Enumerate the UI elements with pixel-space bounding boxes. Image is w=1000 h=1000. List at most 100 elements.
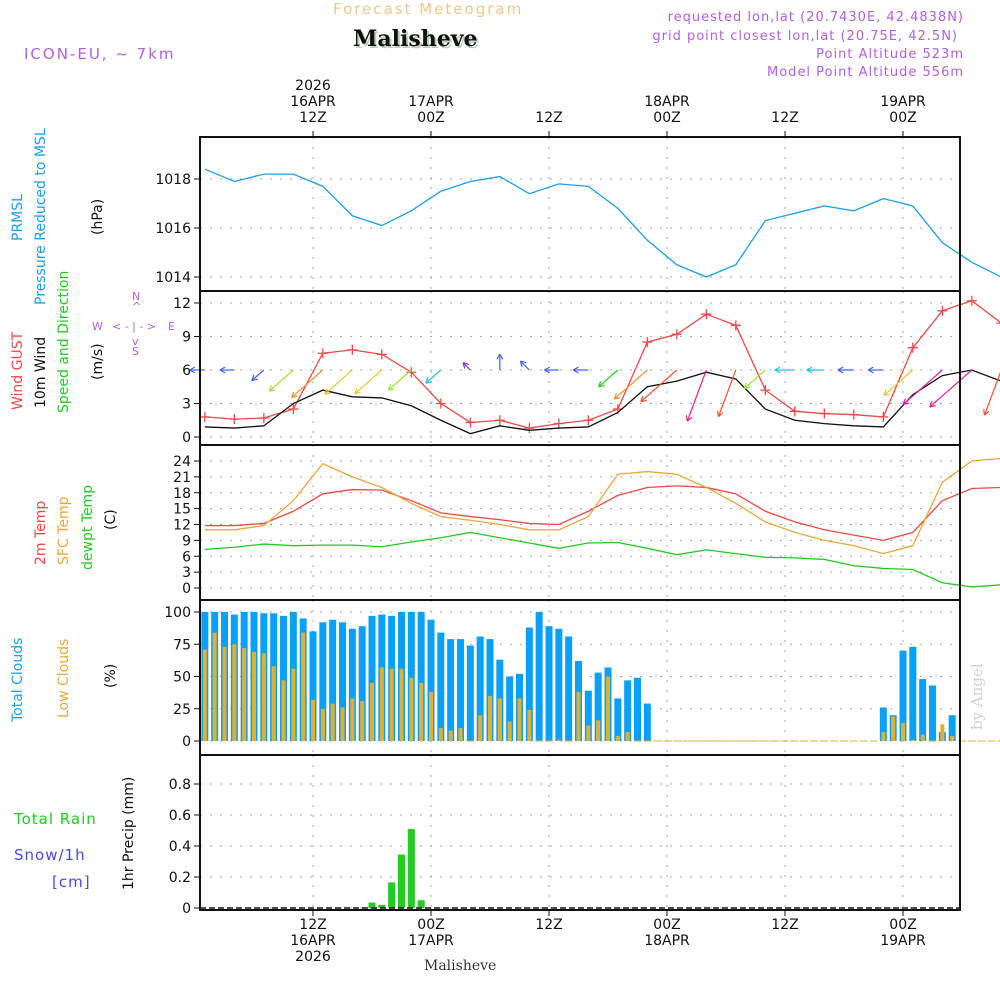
bar-total-clouds xyxy=(929,685,936,741)
wind-arrow xyxy=(425,369,442,384)
bar-total-clouds xyxy=(309,631,317,741)
bar-low-clouds xyxy=(950,735,955,741)
bar-low-clouds xyxy=(330,703,335,741)
wind-arrow-head xyxy=(883,389,891,396)
y-tick-label: 6 xyxy=(182,549,191,565)
y-tick-label: 21 xyxy=(173,470,191,486)
bar-low-clouds xyxy=(212,632,217,741)
bar-low-clouds xyxy=(497,698,502,741)
y-tick-label: 1016 xyxy=(155,221,191,237)
y-tick-label: 24 xyxy=(173,454,191,470)
bar-low-clouds xyxy=(920,734,925,741)
bar-low-clouds xyxy=(901,722,905,741)
bar-total-clouds xyxy=(535,612,543,741)
bar-total-clouds xyxy=(899,650,907,741)
wind-arrow xyxy=(268,369,294,392)
bar-total-clouds xyxy=(565,636,573,741)
bar-total-clouds xyxy=(506,676,514,741)
wind-arrow xyxy=(354,369,383,395)
bar-low-clouds xyxy=(507,721,512,741)
wind-arrow xyxy=(743,369,766,389)
bar-low-clouds xyxy=(222,646,227,741)
gust-marker xyxy=(701,309,712,320)
top-axis-label: 2026 16APR 12Z xyxy=(290,78,336,126)
bar-total-clouds xyxy=(476,636,484,741)
y-tick-label: 0 xyxy=(182,901,191,917)
wind-arrow-head xyxy=(519,360,527,367)
gust-marker xyxy=(199,411,210,422)
wind-arrow xyxy=(291,369,324,398)
wind-arrow xyxy=(983,371,1000,416)
bar-total-clouds xyxy=(339,622,346,741)
wind-arrow xyxy=(929,369,973,408)
y-tick-label: 1018 xyxy=(155,172,191,188)
gust-marker xyxy=(288,404,299,415)
gust-marker xyxy=(494,415,505,426)
bar-total-clouds xyxy=(584,690,592,741)
bar-total-clouds xyxy=(358,626,366,741)
bar-total-clouds xyxy=(329,619,337,741)
top-axis-label: 17APR 00Z xyxy=(408,94,454,126)
bottom-axis-label: 12Z xyxy=(771,917,799,933)
wind-arrow-head xyxy=(902,398,910,405)
requested-coords: requested lon,lat (20.7430E, 42.4838N) xyxy=(667,10,964,25)
bar-low-clouds xyxy=(261,653,266,741)
bar-low-clouds xyxy=(320,708,325,741)
wind-arrow-head xyxy=(189,366,196,374)
point-altitude: Point Altitude 523m xyxy=(816,47,964,62)
bar-low-clouds xyxy=(448,730,453,741)
model-point-altitude: Model Point Altitude 556m xyxy=(767,65,964,80)
series-line-prmsl xyxy=(204,168,1000,278)
wind-arrow xyxy=(462,362,471,371)
y-tick-label: 0 xyxy=(182,430,191,446)
y-tick-label: 100 xyxy=(164,605,191,621)
compass-n: N xyxy=(132,290,141,303)
bar-low-clouds xyxy=(360,701,365,741)
bar-total-clouds xyxy=(447,639,455,741)
wind-arrow-head xyxy=(544,366,550,374)
wind-arrow-head xyxy=(387,384,395,391)
gust-marker xyxy=(435,398,446,409)
wind-arrow-head xyxy=(598,381,605,388)
bar-total-clouds xyxy=(545,626,553,741)
bar-low-clouds xyxy=(389,668,394,741)
bar-low-clouds xyxy=(281,680,286,741)
panel-frame xyxy=(199,444,961,601)
gust-marker xyxy=(730,320,741,331)
wind-arrow xyxy=(613,369,648,400)
bar-low-clouds xyxy=(881,731,886,741)
gust-marker xyxy=(937,305,948,316)
bottom-axis-label: 00Z 19APR xyxy=(880,917,926,949)
wind-arrow xyxy=(251,369,265,382)
panel-frame xyxy=(199,754,961,911)
y-tick-label: 0.6 xyxy=(169,808,191,824)
wind-arrow xyxy=(519,360,530,371)
bar-total-clouds xyxy=(319,622,327,741)
wind-arrow-head xyxy=(291,391,298,399)
bar-low-clouds xyxy=(940,724,945,741)
bar-total-clouds xyxy=(594,672,602,741)
y-tick-label: 6 xyxy=(182,363,191,379)
bar-low-clouds xyxy=(910,739,915,741)
bar-low-clouds xyxy=(311,699,315,741)
bar-low-clouds xyxy=(242,648,247,741)
gust-marker xyxy=(347,344,358,355)
wind-arrow-head xyxy=(743,382,751,390)
bar-low-clouds xyxy=(350,698,355,741)
compass-w: W xyxy=(92,320,103,333)
bar-low-clouds xyxy=(370,682,374,741)
wind-arrow-head xyxy=(774,366,781,374)
gust-marker xyxy=(229,414,240,425)
panel-frame xyxy=(199,136,961,292)
y-tick-label: 3 xyxy=(182,397,191,413)
wind-arrow-head xyxy=(324,388,331,395)
bottom-axis-label: 00Z 17APR xyxy=(408,917,454,949)
wind-arrow xyxy=(640,369,678,403)
location-title: Malisheve xyxy=(353,26,478,52)
wind-arrow-head xyxy=(354,387,361,395)
wind-arrow-head xyxy=(572,366,579,374)
gust-marker xyxy=(258,413,269,424)
bottom-axis-label: 12Z 16APR 2026 xyxy=(290,917,336,965)
y-tick-label: 0.4 xyxy=(169,839,191,855)
